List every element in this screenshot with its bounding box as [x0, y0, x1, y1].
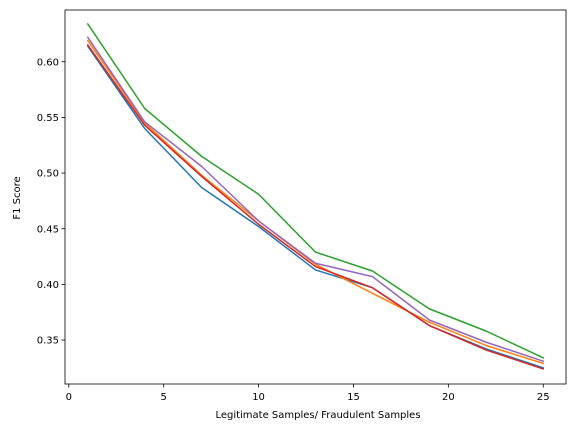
series-layer	[86, 22, 545, 370]
y-tick-label: 0.55	[37, 113, 59, 124]
series-line-3	[86, 22, 545, 359]
y-tick-label: 0.45	[37, 224, 59, 235]
y-tick-label: 0.35	[37, 336, 59, 347]
series-line-4	[86, 44, 545, 370]
axes-frame	[64, 9, 567, 385]
x-tick-label: 20	[442, 392, 455, 403]
x-tick-label: 5	[160, 392, 166, 403]
y-tick-label: 0.60	[37, 57, 59, 68]
plot-frame	[64, 9, 567, 385]
y-tick-label: 0.50	[37, 169, 59, 180]
x-tick-label: 15	[347, 392, 360, 403]
y-axis: 0.35 0.40 0.45 0.50 0.55 0.60	[37, 57, 65, 347]
x-tick-label: 25	[537, 392, 550, 403]
x-axis-label: Legitimate Samples/ Fraudulent Samples	[215, 410, 420, 421]
y-axis-label: F1 Score	[12, 176, 23, 219]
series-line-2	[86, 39, 545, 365]
series-line-5	[86, 36, 545, 363]
x-axis: 0 5 10 15 20 25	[66, 384, 550, 403]
x-tick-label: 0	[66, 392, 72, 403]
y-tick-label: 0.40	[37, 280, 59, 291]
series-line-1	[86, 45, 545, 369]
x-tick-label: 10	[252, 392, 265, 403]
